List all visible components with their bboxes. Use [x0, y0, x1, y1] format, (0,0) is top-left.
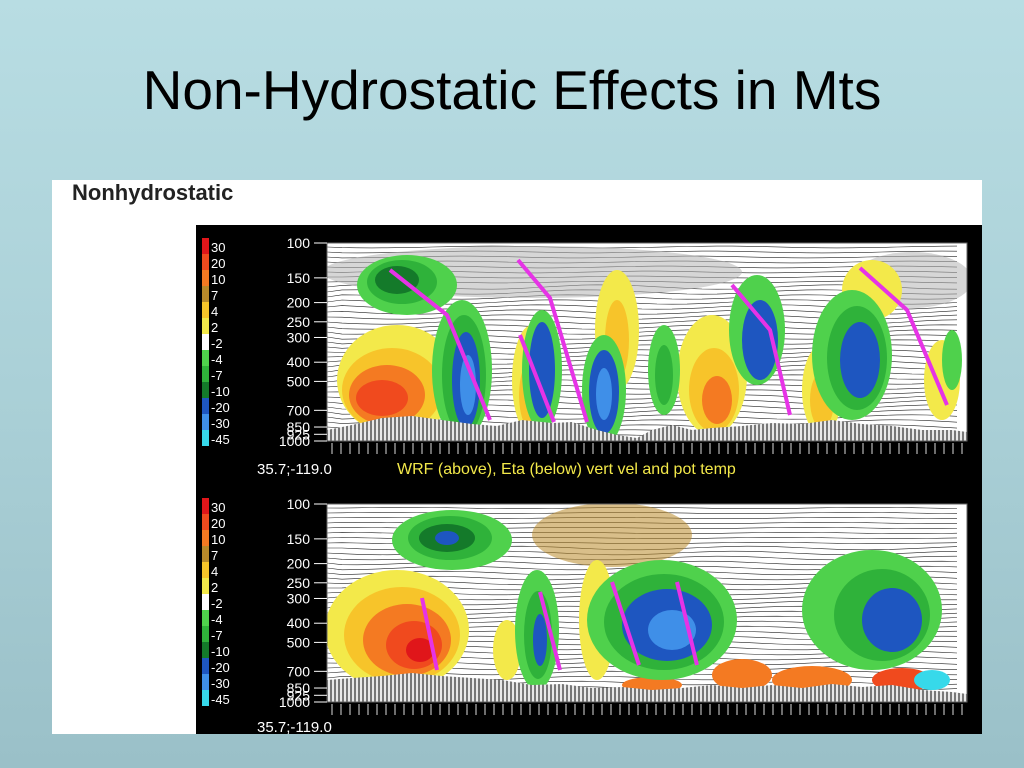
pressure-label: 200 [287, 556, 311, 572]
legend-swatch [202, 690, 209, 706]
legend-swatch [202, 498, 209, 514]
legend-swatch [202, 318, 209, 334]
legend-label: -20 [211, 660, 230, 675]
pressure-label: 150 [287, 270, 311, 286]
legend-swatch [202, 366, 209, 382]
pressure-label: 100 [287, 496, 311, 512]
eta-downdrafts [392, 510, 950, 690]
x-axis-ticks [331, 443, 963, 715]
legend-label: 10 [211, 272, 225, 287]
eta-panel [326, 503, 968, 703]
pressure-label: 400 [287, 354, 311, 370]
pressure-label: 700 [287, 663, 311, 679]
legend-label: -4 [211, 612, 223, 627]
legend-swatch [202, 514, 209, 530]
wrf-updrafts [337, 260, 960, 435]
legend-swatch [202, 270, 209, 286]
legend-label: 10 [211, 532, 225, 547]
pressure-label: 925 [287, 426, 311, 442]
wrf-downdrafts [357, 255, 962, 441]
legend-label: 30 [211, 500, 225, 515]
wrf-panel [326, 242, 968, 442]
legend-label: -4 [211, 352, 223, 367]
legend-swatch [202, 578, 209, 594]
eta-tilt-lines [420, 581, 699, 671]
legend-swatch [202, 658, 209, 674]
legend-label: 7 [211, 548, 218, 563]
legend-label: 30 [211, 240, 225, 255]
legend-swatch [202, 350, 209, 366]
legend-label: -7 [211, 628, 223, 643]
legend-swatch [202, 626, 209, 642]
legend-swatch [202, 382, 209, 398]
legend-swatch [202, 594, 209, 610]
legend-swatch [202, 546, 209, 562]
legend-label: 7 [211, 288, 218, 303]
pressure-label: 1000 [279, 433, 310, 449]
pressure-label: 300 [287, 329, 311, 345]
legend-label: -30 [211, 416, 230, 431]
legend-swatch [202, 562, 209, 578]
pressure-label: 850 [287, 419, 311, 435]
legend-label: 2 [211, 320, 218, 335]
slide-title: Non-Hydrostatic Effects in Mts [142, 59, 882, 121]
wrf-terrain [327, 416, 967, 441]
legend-swatch [202, 398, 209, 414]
legend-label: -10 [211, 644, 230, 659]
wrf-location-label: 35.7;-119.0 [257, 461, 332, 478]
legend-label: 4 [211, 564, 218, 579]
legend-swatch [202, 238, 209, 254]
wrf-tilt-lines [388, 258, 949, 423]
legend-label: 4 [211, 304, 218, 319]
pressure-label: 300 [287, 590, 311, 606]
legend-swatch [202, 430, 209, 446]
pressure-label: 250 [287, 575, 311, 591]
legend-swatch [202, 286, 209, 302]
legend-label: -30 [211, 676, 230, 691]
legend-swatch [202, 414, 209, 430]
figure-heading: Nonhydrostatic [72, 180, 234, 205]
figure-caption: WRF (above), Eta (below) vert vel and po… [397, 461, 736, 478]
legend-label: 20 [211, 516, 225, 531]
pressure-label: 925 [287, 687, 311, 703]
legend-label: -2 [211, 596, 223, 611]
legend-swatch [202, 642, 209, 658]
pressure-label: 200 [287, 295, 311, 311]
pressure-label: 100 [287, 235, 311, 251]
legend-swatch [202, 610, 209, 626]
eta-terrain [327, 673, 967, 702]
pressure-label: 150 [287, 531, 311, 547]
legend-label: -45 [211, 432, 230, 447]
figure-panel: 100 150 200 250 300 400 500 700 850 925 1000 100 15… [52, 180, 982, 734]
legend-label: -45 [211, 692, 230, 707]
legend-label: 20 [211, 256, 225, 271]
pressure-label: 850 [287, 680, 311, 696]
pressure-label: 500 [287, 373, 311, 389]
pressure-label: 1000 [279, 694, 310, 710]
legend-swatch [202, 254, 209, 270]
legend-label: -20 [211, 400, 230, 415]
legend-swatch [202, 334, 209, 350]
legend-label: -7 [211, 368, 223, 383]
legend-swatch [202, 530, 209, 546]
legend-label: 2 [211, 580, 218, 595]
legend-swatch [202, 302, 209, 318]
legend-label: -2 [211, 336, 223, 351]
legend-swatch [202, 674, 209, 690]
legend-label: -10 [211, 384, 230, 399]
pressure-label: 500 [287, 634, 311, 650]
pressure-label: 250 [287, 314, 311, 330]
isentrope-line [327, 245, 958, 249]
pressure-label: 700 [287, 402, 311, 418]
pressure-label: 400 [287, 615, 311, 631]
eta-location-label: 35.7;-119.0 [257, 719, 332, 734]
